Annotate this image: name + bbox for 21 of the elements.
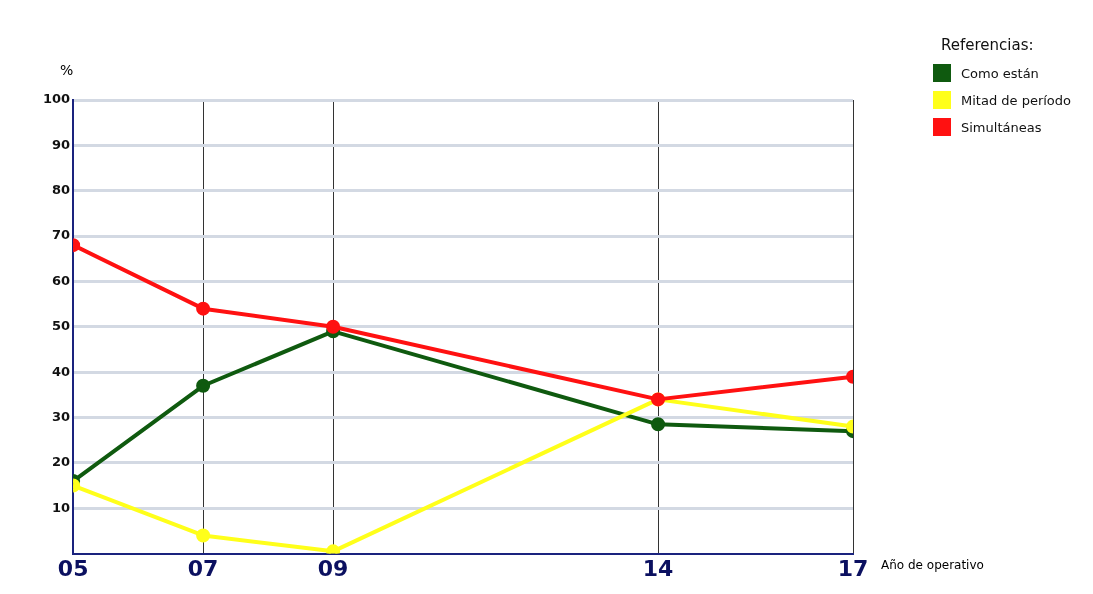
y-tick-label: 70 bbox=[52, 227, 71, 243]
legend-title: Referencias: bbox=[941, 36, 1035, 54]
legend-label: Mitad de período bbox=[961, 92, 1072, 108]
y-tick-label: 10 bbox=[52, 499, 71, 515]
x-tick-label: 07 bbox=[187, 555, 219, 581]
y-tick-label: 30 bbox=[52, 408, 71, 424]
y-axis-title: % bbox=[60, 62, 74, 78]
x-tick-label: 14 bbox=[642, 555, 674, 581]
legend-label: Simultáneas bbox=[961, 119, 1042, 135]
y-tick-label: 50 bbox=[52, 318, 71, 334]
x-tick-label: 17 bbox=[837, 555, 869, 581]
y-tick-label: 100 bbox=[43, 91, 71, 107]
y-tick-label: 20 bbox=[52, 454, 71, 470]
x-axis-title: Año de operativo bbox=[881, 557, 984, 572]
x-tick-label: 05 bbox=[57, 555, 89, 581]
legend-label: Como están bbox=[961, 65, 1039, 81]
y-tick-label: 60 bbox=[52, 272, 71, 288]
y-tick-label: 80 bbox=[52, 182, 71, 198]
y-tick-label: 90 bbox=[52, 136, 71, 152]
y-tick-label: 40 bbox=[52, 363, 71, 379]
x-tick-label: 09 bbox=[317, 555, 349, 581]
